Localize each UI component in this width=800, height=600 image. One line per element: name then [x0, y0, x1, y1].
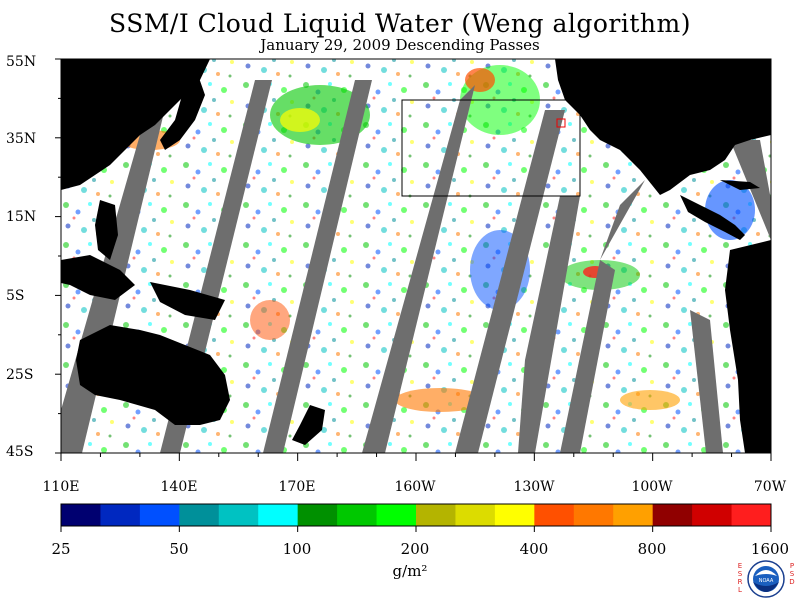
colorbar-tick-25: 25 [51, 540, 71, 558]
lat-label-35n: 35N [6, 131, 37, 147]
latitude-ticks [55, 58, 61, 454]
lon-label-140e: 140E [160, 479, 198, 495]
page-title: SSM/I Cloud Liquid Water (Weng algorithm… [109, 9, 691, 38]
lat-label-55n: 55N [6, 54, 37, 70]
noaa-emblem-icon: NOAA [747, 560, 785, 598]
noaa-badge-text: NOAA [759, 578, 774, 584]
lon-label-70w: 70W [753, 479, 787, 495]
colorbar-tick-400: 400 [519, 540, 549, 558]
philippines-islands [95, 200, 118, 260]
lon-label-110e: 110E [42, 479, 80, 495]
region-outline-box [401, 99, 581, 197]
lat-label-5s: 5S [6, 288, 25, 304]
page-subtitle: January 29, 2009 Descending Passes [260, 36, 540, 54]
indonesia-islands [61, 255, 135, 300]
new-zealand [292, 405, 325, 445]
colorbar-units: g/m² [392, 562, 428, 580]
marker-box [556, 118, 566, 128]
new-guinea [150, 282, 225, 320]
lat-label-45s: 45S [6, 444, 34, 460]
asia-landmass [61, 59, 210, 190]
lat-label-15n: 15N [6, 209, 37, 225]
lon-label-160w: 160W [394, 479, 436, 495]
colorbar-tick-1600: 1600 [750, 540, 790, 558]
cuba-island [720, 180, 760, 190]
north-america [555, 59, 771, 195]
japan-islands [160, 75, 205, 150]
lat-label-25s: 25S [6, 367, 34, 383]
colorbar-tick-200: 200 [400, 540, 430, 558]
lon-label-130w: 130W [513, 479, 555, 495]
lon-label-100w: 100W [631, 479, 673, 495]
colorbar-tick-800: 800 [637, 540, 667, 558]
land-masses [61, 59, 771, 453]
australia [76, 325, 230, 425]
lon-label-170e: 170E [278, 479, 316, 495]
longitude-ticks [60, 453, 772, 461]
colorbar-tick-100: 100 [282, 540, 312, 558]
colorbar-tick-50: 50 [169, 540, 189, 558]
south-america [725, 240, 771, 453]
central-america [680, 195, 745, 240]
